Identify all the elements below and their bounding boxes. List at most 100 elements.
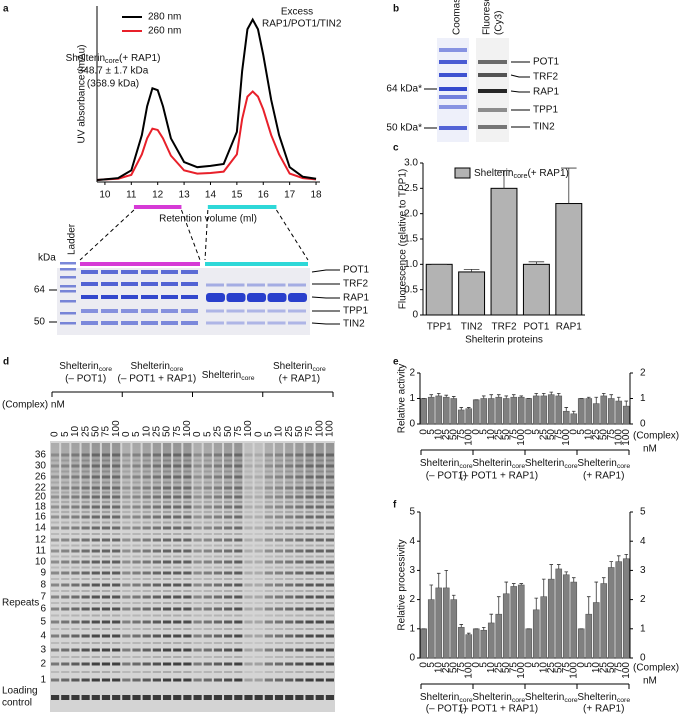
gel-band-faint xyxy=(132,614,141,617)
gel-band xyxy=(61,620,70,624)
gel-band xyxy=(295,560,304,564)
loading-band xyxy=(264,695,273,700)
gel-band xyxy=(295,648,304,652)
gel-band xyxy=(132,464,141,468)
fraction-guide xyxy=(180,209,201,261)
gel-band xyxy=(173,495,182,499)
gel-band-faint xyxy=(234,671,243,673)
gel-band-faint xyxy=(81,642,90,644)
gel-band-faint xyxy=(315,578,324,580)
gel-band-faint xyxy=(112,491,121,494)
gel-band xyxy=(142,549,151,553)
gel-band-faint xyxy=(122,459,131,462)
gel-band-faint xyxy=(183,470,192,473)
lane-label: 100 xyxy=(314,420,325,437)
gel-band-faint xyxy=(264,459,273,462)
gel-band xyxy=(247,293,266,302)
gel-band xyxy=(234,464,243,468)
x-tick-label: 100 xyxy=(621,429,632,446)
repeat-label: 36 xyxy=(35,450,47,461)
gel-band xyxy=(132,607,141,611)
gel-band xyxy=(183,486,192,490)
gel-band-faint xyxy=(285,566,294,569)
gel-band-faint xyxy=(81,614,90,617)
gel-band-faint xyxy=(244,642,253,644)
gel-band xyxy=(183,515,192,519)
protein-label: POT1 xyxy=(343,265,370,276)
bar xyxy=(570,413,578,425)
loading-label: control xyxy=(2,698,32,709)
y-tick-label: 2 xyxy=(409,368,415,379)
gel-band-faint xyxy=(173,481,182,484)
gel-band-faint xyxy=(91,602,100,604)
gel-band-faint xyxy=(325,501,334,503)
gel-band-faint xyxy=(315,671,324,673)
gel-band xyxy=(122,515,131,519)
x-tick-label: 75 xyxy=(606,429,617,441)
x-tick-label: 10 xyxy=(433,429,444,441)
gel-band xyxy=(142,475,151,479)
gel-band xyxy=(91,505,100,509)
gel-band-faint xyxy=(213,555,223,558)
gel-band-faint xyxy=(142,656,151,658)
gel-band xyxy=(213,549,223,553)
gel-band xyxy=(81,571,90,575)
gel-band-faint xyxy=(61,544,70,547)
gel-band xyxy=(152,662,161,666)
gel-band xyxy=(142,486,151,490)
gel-band xyxy=(61,583,70,587)
gel-band xyxy=(224,453,233,457)
x-tick-label: 75 xyxy=(508,662,519,674)
gel-band-faint xyxy=(101,671,111,673)
gel-band xyxy=(183,595,192,599)
gel-band xyxy=(305,560,314,564)
gel-band-faint xyxy=(142,470,151,473)
gel-band-faint xyxy=(132,590,141,592)
gel-band xyxy=(285,515,294,519)
gel-band xyxy=(132,634,141,638)
gel-band xyxy=(122,648,131,652)
gel-band xyxy=(325,453,334,457)
y-tick-label: 2.5 xyxy=(404,183,418,194)
gel-band-faint xyxy=(274,628,284,630)
gel-band xyxy=(132,526,141,530)
gel-band xyxy=(61,607,70,611)
bar xyxy=(600,583,608,659)
gel-band-faint xyxy=(81,578,90,580)
gel-band xyxy=(244,475,253,479)
gel-band-faint xyxy=(193,544,202,547)
gel-band-faint xyxy=(315,544,324,547)
gel-band-faint xyxy=(325,614,334,617)
gel-band xyxy=(264,549,273,553)
gel-band-faint xyxy=(71,555,80,558)
gel-band xyxy=(112,526,121,530)
label-text: Shelterin xyxy=(525,458,564,469)
gel-band-faint xyxy=(122,491,131,494)
gel-band xyxy=(152,607,161,611)
loading-band xyxy=(162,695,172,700)
gel-band-faint xyxy=(244,671,253,673)
gel-band-faint xyxy=(285,521,294,524)
gel-band-faint xyxy=(122,470,131,473)
fraction-guide xyxy=(276,209,309,261)
gel-band-faint xyxy=(101,511,111,513)
gel-band xyxy=(254,526,263,530)
gel-band-faint xyxy=(234,656,243,658)
excess-label: Excess xyxy=(281,7,313,18)
gel-band-faint xyxy=(274,578,284,580)
gel-band xyxy=(122,662,131,666)
gel-band xyxy=(173,560,182,564)
gel-band xyxy=(305,620,314,624)
peak-label: Shelterincore(+ RAP1) xyxy=(66,53,161,65)
gel-band xyxy=(91,526,100,530)
panel-label: e xyxy=(393,357,399,368)
gel-band-faint xyxy=(91,459,100,462)
panel-label: f xyxy=(393,500,397,511)
error-bar xyxy=(459,624,464,628)
gel-band xyxy=(152,538,161,542)
gel-band-faint xyxy=(101,602,111,604)
gel-band xyxy=(61,505,70,509)
gel-band xyxy=(173,526,182,530)
gel-band-faint xyxy=(213,628,223,630)
gel-band xyxy=(81,475,90,479)
